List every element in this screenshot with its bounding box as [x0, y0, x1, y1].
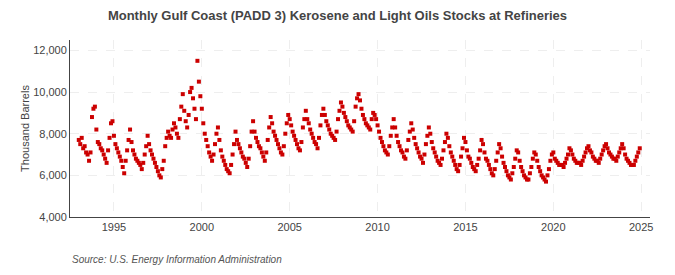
svg-text:Monthly Gulf Coast (PADD 3) Ke: Monthly Gulf Coast (PADD 3) Kerosene and… [108, 8, 567, 23]
svg-text:2005: 2005 [277, 221, 301, 233]
svg-text:12,000: 12,000 [33, 44, 67, 56]
svg-text:10,000: 10,000 [33, 86, 67, 98]
svg-text:6,000: 6,000 [39, 169, 67, 181]
svg-text:2015: 2015 [453, 221, 477, 233]
svg-text:2025: 2025 [629, 221, 653, 233]
svg-text:2000: 2000 [190, 221, 214, 233]
svg-text:2010: 2010 [365, 221, 389, 233]
svg-text:2020: 2020 [541, 221, 565, 233]
svg-text:1995: 1995 [102, 221, 126, 233]
svg-text:Source: U.S. Energy Informatio: Source: U.S. Energy Information Administ… [72, 254, 282, 265]
svg-text:4,000: 4,000 [39, 211, 67, 223]
svg-text:Thousand Barrels: Thousand Barrels [19, 85, 31, 172]
svg-text:8,000: 8,000 [39, 128, 67, 140]
